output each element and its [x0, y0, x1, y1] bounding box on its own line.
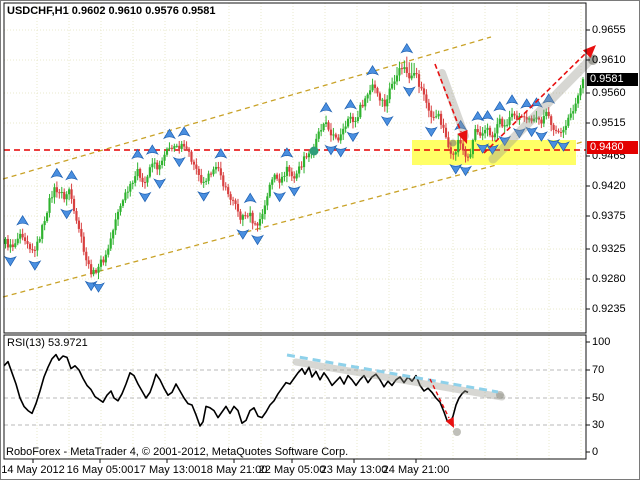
fractal-down-icon	[138, 191, 152, 203]
rsi-indicator-label: RSI(13) 53.9721	[7, 337, 88, 349]
rsi-pane[interactable]	[4, 335, 586, 459]
fractal-down-icon	[273, 191, 287, 203]
fractal-down-icon	[424, 126, 438, 138]
fractal-down-icon	[380, 115, 394, 127]
current-price-badge: 0.9581	[587, 73, 638, 86]
support-zone	[412, 140, 576, 165]
fractal-down-icon	[28, 260, 42, 271]
time-axis-label: 14 May 2012	[1, 464, 65, 476]
rsi-axis-label: 50	[592, 392, 605, 404]
time-axis-label: 17 May 13:00	[133, 464, 201, 476]
fractal-down-icon	[197, 191, 211, 202]
fractal-down-icon	[402, 86, 416, 97]
fractal-down-icon	[534, 131, 548, 142]
fractal-down-icon	[449, 163, 463, 175]
price-axis-label: 0.9655	[592, 24, 626, 36]
fractal-up-icon	[400, 42, 414, 54]
fractal-down-icon	[3, 255, 17, 267]
fractal-up-icon	[366, 65, 380, 76]
price-axis-label: 0.9420	[592, 180, 626, 192]
rsi-axis-label: 0	[592, 446, 599, 458]
rsi-axis-label: 100	[592, 336, 611, 348]
forecast-arrows	[434, 45, 598, 164]
time-axis-label: 16 May 05:00	[66, 464, 134, 476]
chart-title: USDCHF,H1 0.9602 0.9610 0.9576 0.9581	[7, 5, 216, 17]
fractal-down-icon	[346, 131, 360, 143]
fractal-down-icon	[476, 143, 490, 154]
arrow-head-icon	[582, 45, 596, 58]
fractal-up-icon	[542, 93, 556, 104]
fractal-up-icon	[481, 109, 495, 121]
fractal-down-icon	[556, 141, 570, 152]
fractal-up-icon	[344, 98, 358, 110]
time-axis-label: 23 May 13:00	[320, 464, 388, 476]
fractal-up-icon	[471, 110, 485, 122]
key-level-badge: 0.9480	[587, 141, 638, 154]
time-axis-label: 24 May 21:00	[382, 464, 450, 476]
ascending-channel	[2, 36, 587, 298]
main-chart-pane[interactable]	[4, 3, 586, 333]
fractal-up-icon	[505, 94, 519, 105]
fractal-down-icon	[153, 178, 167, 189]
time-axis-label: 18 May 21:00	[200, 464, 268, 476]
fractal-up-icon	[50, 167, 64, 179]
arrow-head-icon	[457, 129, 468, 144]
time-axis-label: 22 May 05:00	[258, 464, 326, 476]
fractal-down-icon	[512, 127, 526, 139]
price-axis-label: 0.9375	[592, 210, 626, 222]
fractal-up-icon	[131, 148, 145, 160]
price-axis-label: 0.9325	[592, 243, 626, 255]
fractal-up-icon	[16, 215, 30, 226]
fractal-up-icon	[520, 98, 534, 109]
rsi-level-lines	[4, 369, 586, 426]
fractal-up-icon	[280, 147, 294, 158]
pattern-start-circle	[309, 146, 319, 156]
fractal-up-icon	[65, 169, 79, 181]
fractal-up-icon	[493, 100, 507, 112]
price-axis-label: 0.9515	[592, 117, 626, 129]
fractal-down-icon	[251, 234, 265, 246]
fractal-down-icon	[236, 229, 250, 240]
rsi-axis-label: 70	[592, 364, 605, 376]
fractal-down-icon	[287, 185, 301, 197]
fractal-down-icon	[60, 208, 74, 220]
fractal-up-icon	[214, 148, 228, 159]
fractal-up-icon	[145, 144, 159, 155]
fractal-up-icon	[243, 192, 257, 204]
price-axis-label: 0.9560	[592, 87, 626, 99]
fractal-down-icon	[92, 282, 105, 293]
pattern-overlay	[309, 146, 319, 156]
fractal-up-icon	[162, 128, 176, 140]
fractal-down-icon	[485, 144, 499, 155]
price-axis-label: 0.9280	[592, 273, 626, 285]
fractal-up-icon	[319, 102, 333, 113]
candles	[4, 56, 585, 280]
fractal-up-icon	[177, 126, 191, 137]
fractal-down-icon	[547, 138, 561, 150]
rsi-arrow-head-icon	[445, 417, 454, 428]
copyright-text: RoboForex - MetaTrader 4, © 2001-2012, M…	[6, 446, 349, 458]
fractal-down-icon	[459, 165, 473, 177]
rsi-axis-label: 30	[592, 419, 605, 431]
price-axis-label: 0.9610	[592, 54, 626, 66]
fractal-arrows	[3, 42, 570, 293]
rsi-plot	[3, 353, 506, 436]
price-axis-label: 0.9235	[592, 303, 626, 315]
fractal-down-icon	[525, 126, 539, 138]
fractal-up-icon	[454, 119, 468, 131]
pane-borders	[3, 2, 590, 463]
fractal-down-icon	[498, 135, 512, 147]
fractal-down-icon	[334, 146, 348, 158]
fractal-down-icon	[172, 156, 186, 168]
fractal-down-icon	[324, 144, 338, 156]
